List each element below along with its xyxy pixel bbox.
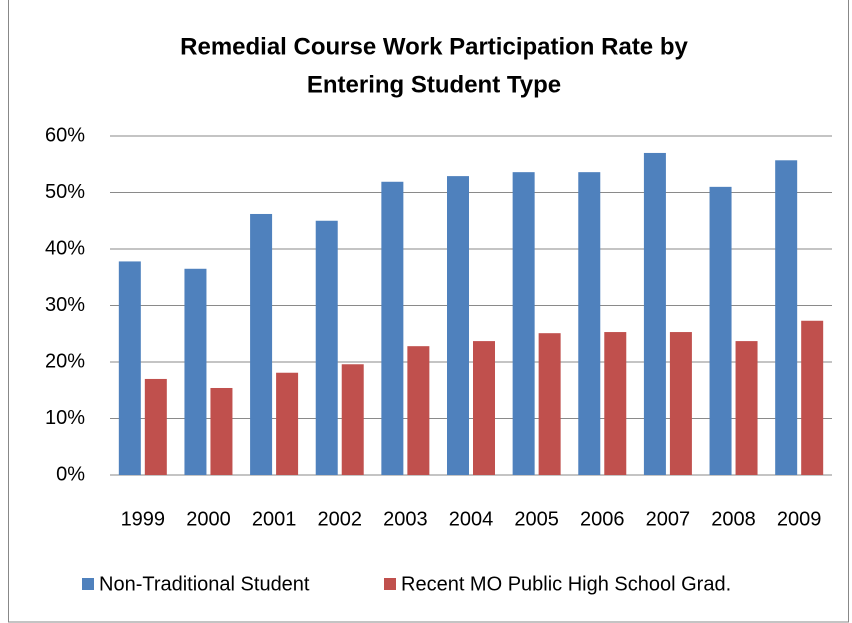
- bar: [538, 333, 561, 475]
- bar: [210, 387, 233, 475]
- y-tick-label: 50%: [45, 181, 85, 203]
- bar: [184, 268, 207, 475]
- bar: [144, 378, 167, 475]
- bar: [735, 341, 758, 475]
- bar: [775, 160, 798, 476]
- bar: [643, 152, 666, 475]
- x-tick-label: 1999: [121, 508, 166, 530]
- x-tick-label: 2004: [449, 508, 494, 530]
- legend-label: Non-Traditional Student: [99, 573, 310, 595]
- bar: [276, 372, 299, 475]
- chart-title: Entering Student Type: [307, 71, 561, 98]
- y-tick-label: 30%: [45, 294, 85, 316]
- x-tick-label: 2000: [186, 508, 231, 530]
- bar: [512, 172, 535, 475]
- bar: [407, 346, 430, 475]
- x-tick-label: 2005: [514, 508, 559, 530]
- bar: [801, 320, 824, 475]
- x-tick-label: 2008: [711, 508, 756, 530]
- bar: [578, 172, 601, 475]
- y-tick-label: 0%: [56, 463, 85, 485]
- y-tick-label: 20%: [45, 350, 85, 372]
- chart-title: Remedial Course Work Participation Rate …: [180, 33, 688, 60]
- x-tick-label: 2002: [317, 508, 362, 530]
- y-tick-label: 60%: [45, 124, 85, 146]
- bar: [341, 364, 364, 475]
- bar: [604, 332, 627, 475]
- bar: [473, 341, 495, 475]
- bar: [669, 332, 692, 475]
- x-tick-label: 2009: [777, 508, 822, 530]
- x-tick-label: 2007: [646, 508, 691, 530]
- x-tick-label: 2003: [383, 508, 428, 530]
- chart-frame: [8, 0, 849, 623]
- x-tick-label: 2001: [252, 508, 297, 530]
- y-tick-label: 10%: [45, 407, 85, 429]
- bar: [250, 213, 273, 475]
- legend-swatch: [82, 578, 94, 590]
- bar: [709, 186, 732, 475]
- y-tick-label: 40%: [45, 237, 85, 259]
- legend-swatch: [384, 578, 396, 590]
- x-tick-label: 2006: [580, 508, 625, 530]
- bar: [315, 220, 338, 475]
- bar: [381, 181, 404, 475]
- bar: [447, 176, 469, 476]
- bar: [118, 261, 141, 475]
- legend-label: Recent MO Public High School Grad.: [401, 573, 731, 595]
